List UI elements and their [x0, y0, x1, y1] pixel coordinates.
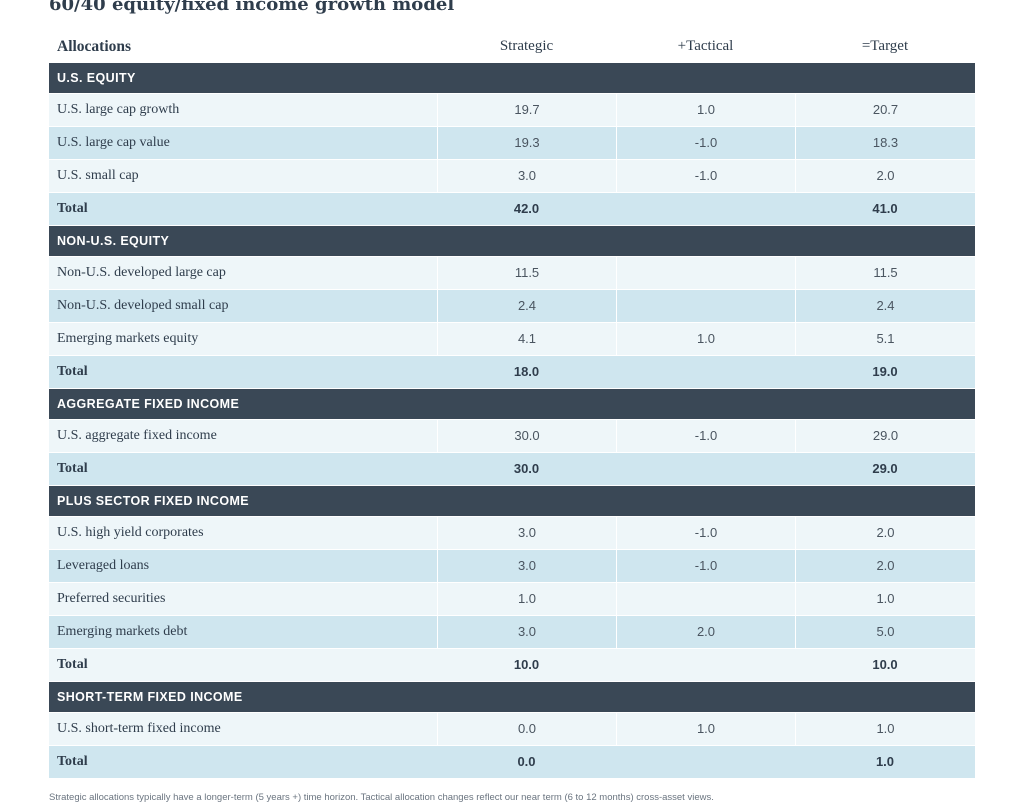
row-label: U.S. large cap value: [57, 135, 170, 150]
table-header: Allocations Strategic +Tactical =Target: [49, 31, 975, 62]
row-label: Non-U.S. developed small cap: [57, 298, 229, 313]
table-row: Non-U.S. developed large cap 11.5 11.5: [49, 257, 975, 289]
target-value: 5.1: [795, 323, 975, 355]
total-strategic-value: 0.0: [517, 754, 536, 769]
table-row: U.S. aggregate fixed income 30.0 -1.0 29.0: [49, 420, 975, 452]
column-header-target: =Target: [861, 38, 909, 54]
strategic-value: 30.0: [437, 420, 616, 452]
total-row: Total 42.0 41.0: [49, 193, 975, 225]
total-row: Total 30.0 29.0: [49, 453, 975, 485]
strategic-value: 3.0: [437, 550, 616, 582]
tactical-value: 1.0: [616, 94, 795, 126]
row-label: Emerging markets equity: [57, 331, 199, 346]
total-strategic-value: 18.0: [513, 364, 540, 379]
tactical-value: 1.0: [616, 323, 795, 355]
strategic-value: 19.7: [437, 94, 616, 126]
row-label: U.S. small cap: [57, 168, 139, 183]
total-tactical-value: [616, 356, 795, 388]
strategic-value: 3.0: [437, 160, 616, 192]
total-strategic-value: 42.0: [513, 201, 540, 216]
row-label: U.S. short-term fixed income: [57, 721, 221, 736]
section-header: SHORT-TERM FIXED INCOME: [49, 682, 975, 712]
section-header: NON-U.S. EQUITY: [49, 226, 975, 256]
strategic-value: 2.4: [437, 290, 616, 322]
target-value: 11.5: [795, 257, 975, 289]
target-value: 1.0: [795, 583, 975, 615]
target-value: 5.0: [795, 616, 975, 648]
row-label: Emerging markets debt: [57, 624, 188, 639]
page-title: 60/40 equity/fixed income growth model: [49, 0, 455, 15]
total-label: Total: [57, 754, 88, 769]
total-label: Total: [57, 201, 88, 216]
table-row: U.S. small cap 3.0 -1.0 2.0: [49, 160, 975, 192]
tactical-value: [616, 583, 795, 615]
row-label: U.S. large cap growth: [57, 102, 180, 117]
total-tactical-value: [616, 193, 795, 225]
column-header-tactical: +Tactical: [677, 38, 734, 54]
row-label: Preferred securities: [57, 591, 166, 606]
table-row: Leveraged loans 3.0 -1.0 2.0: [49, 550, 975, 582]
section-header: AGGREGATE FIXED INCOME: [49, 389, 975, 419]
tactical-value: 2.0: [616, 616, 795, 648]
tactical-value: [616, 290, 795, 322]
tactical-value: -1.0: [616, 420, 795, 452]
target-value: 29.0: [795, 420, 975, 452]
total-label: Total: [57, 364, 88, 379]
total-target-value: 41.0: [872, 201, 898, 216]
total-label: Total: [57, 657, 88, 672]
total-tactical-value: [616, 746, 795, 778]
total-tactical-value: [616, 453, 795, 485]
target-value: 20.7: [795, 94, 975, 126]
allocation-table: Allocations Strategic +Tactical =Target …: [49, 31, 975, 778]
table-body: U.S. EQUITY U.S. large cap growth 19.7 1.0 2…: [49, 63, 975, 778]
row-label: Leveraged loans: [57, 558, 150, 573]
total-tactical-value: [616, 649, 795, 681]
footnote: Strategic allocations typically have a l…: [49, 792, 714, 803]
target-value: 2.0: [795, 550, 975, 582]
strategic-value: 19.3: [437, 127, 616, 159]
total-label: Total: [57, 461, 88, 476]
target-value: 2.0: [795, 160, 975, 192]
column-header-strategic: Strategic: [499, 38, 554, 54]
total-row: Total 18.0 19.0: [49, 356, 975, 388]
strategic-value: 11.5: [437, 257, 616, 289]
table-row: Emerging markets debt 3.0 2.0 5.0: [49, 616, 975, 648]
table-row: U.S. short-term fixed income 0.0 1.0 1.0: [49, 713, 975, 745]
strategic-value: 0.0: [437, 713, 616, 745]
target-value: 2.0: [795, 517, 975, 549]
table-row: U.S. large cap growth 19.7 1.0 20.7: [49, 94, 975, 126]
total-target-value: 10.0: [872, 657, 898, 672]
total-strategic-value: 10.0: [513, 657, 540, 672]
tactical-value: -1.0: [616, 550, 795, 582]
strategic-value: 3.0: [437, 517, 616, 549]
section-header: PLUS SECTOR FIXED INCOME: [49, 486, 975, 516]
table-row: U.S. high yield corporates 3.0 -1.0 2.0: [49, 517, 975, 549]
strategic-value: 4.1: [437, 323, 616, 355]
target-value: 2.4: [795, 290, 975, 322]
row-label: Non-U.S. developed large cap: [57, 265, 226, 280]
table-row: Emerging markets equity 4.1 1.0 5.1: [49, 323, 975, 355]
total-target-value: 1.0: [875, 754, 895, 769]
tactical-value: -1.0: [616, 160, 795, 192]
section-header: U.S. EQUITY: [49, 63, 975, 93]
tactical-value: [616, 257, 795, 289]
strategic-value: 1.0: [437, 583, 616, 615]
tactical-value: -1.0: [616, 127, 795, 159]
strategic-value: 3.0: [437, 616, 616, 648]
table-row: Non-U.S. developed small cap 2.4 2.4: [49, 290, 975, 322]
target-value: 1.0: [795, 713, 975, 745]
target-value: 18.3: [795, 127, 975, 159]
total-row: Total 0.0 1.0: [49, 746, 975, 778]
total-target-value: 29.0: [872, 461, 898, 476]
table-row: U.S. large cap value 19.3 -1.0 18.3: [49, 127, 975, 159]
tactical-value: -1.0: [616, 517, 795, 549]
total-strategic-value: 30.0: [513, 461, 540, 476]
total-target-value: 19.0: [872, 364, 898, 379]
tactical-value: 1.0: [616, 713, 795, 745]
row-label: U.S. high yield corporates: [57, 525, 204, 540]
column-header-allocations: Allocations: [57, 37, 132, 55]
total-row: Total 10.0 10.0: [49, 649, 975, 681]
row-label: U.S. aggregate fixed income: [57, 428, 217, 443]
table-row: Preferred securities 1.0 1.0: [49, 583, 975, 615]
